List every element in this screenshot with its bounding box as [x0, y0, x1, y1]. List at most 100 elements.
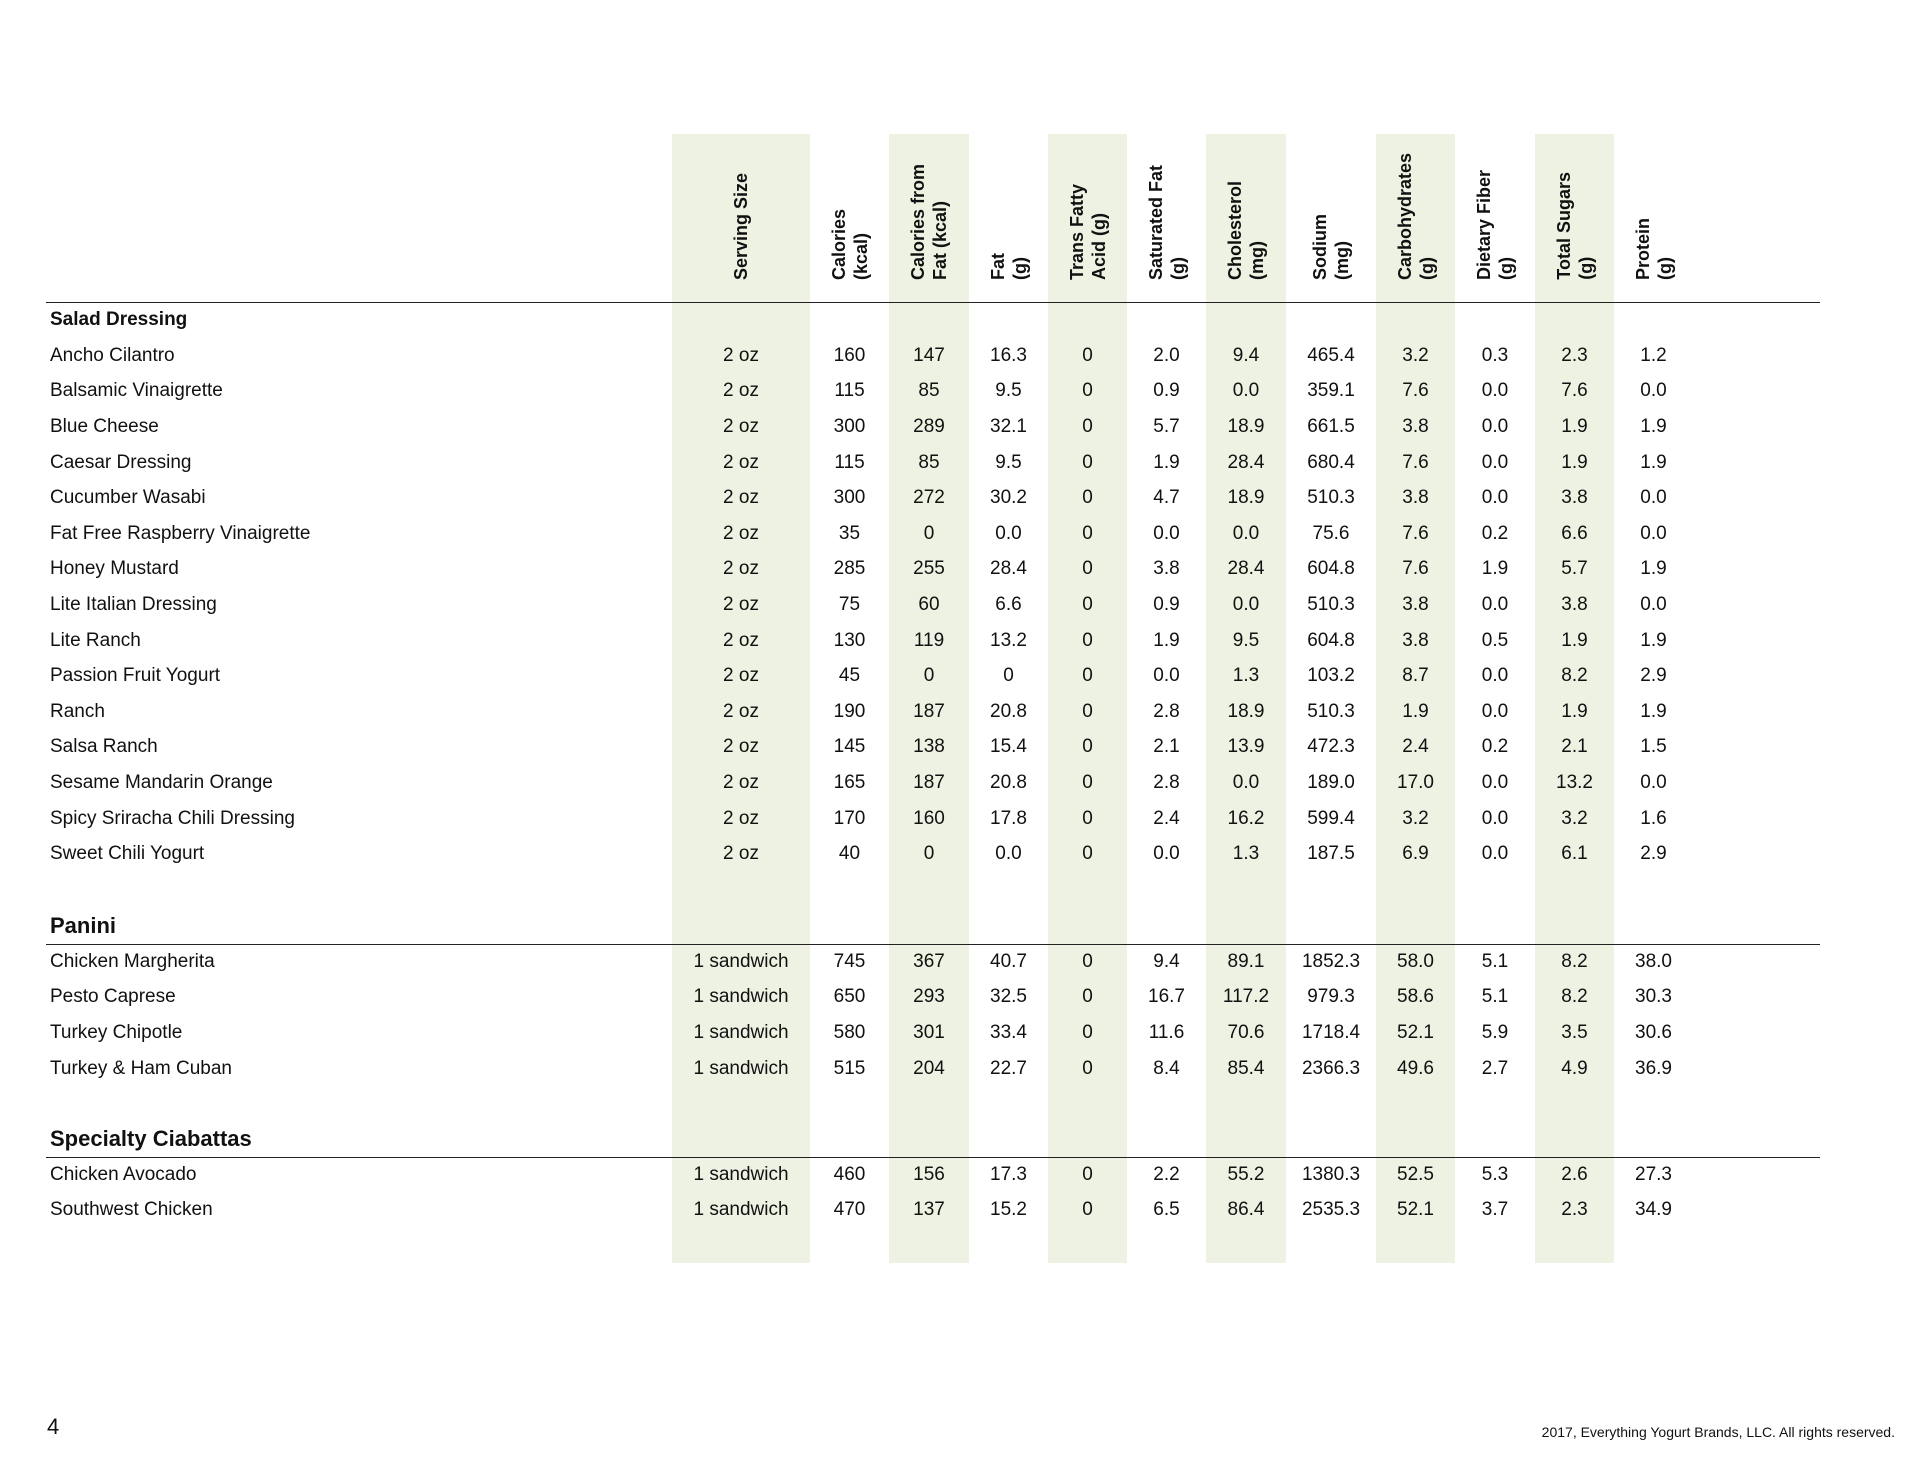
cell-value: 0.0 — [1481, 487, 1509, 509]
item-name: Pesto Caprese — [50, 986, 176, 1008]
cell-value: 0 — [1082, 593, 1093, 615]
cell-value: 1.9 — [1561, 451, 1588, 473]
column-header-label: Calories (kcal) — [828, 208, 871, 280]
cell-value: 86.4 — [1227, 1199, 1265, 1221]
cell-value: 1.9 — [1640, 700, 1667, 722]
cell-value: 0.0 — [1481, 665, 1509, 687]
cell-value: 2.4 — [1153, 807, 1180, 829]
item-name: Chicken Avocado — [50, 1163, 197, 1185]
cell-value: 1.9 — [1640, 558, 1667, 580]
table-row: Lite Italian Dressing 2 oz 75 60 6.6 0 0.9 0.0 5… — [46, 587, 1820, 623]
table-row: Sesame Mandarin Orange 2 oz 165 187 20.8 0 2.8… — [46, 765, 1820, 801]
cell-value: 604.8 — [1307, 629, 1355, 651]
cell-value: 510.3 — [1307, 700, 1355, 722]
cell-value: 17.0 — [1397, 771, 1434, 793]
cell-value: 0.0 — [1232, 380, 1260, 402]
cell-value: 1.9 — [1561, 415, 1588, 437]
cell-value: 255 — [913, 558, 945, 580]
cell-value: 0 — [1082, 700, 1093, 722]
cell-value: 0 — [1082, 415, 1093, 437]
table-row: Blue Cheese 2 oz 300 289 32.1 0 5.7 18.9 661.5 3.… — [46, 409, 1820, 445]
cell-value: 745 — [833, 950, 866, 972]
cell-value: 2 oz — [723, 593, 759, 615]
cell-value: 7.6 — [1402, 522, 1429, 544]
item-name: Passion Fruit Yogurt — [50, 665, 221, 687]
cell-value: 1.9 — [1153, 451, 1180, 473]
cell-value: 580 — [833, 1021, 866, 1043]
item-name: Cucumber Wasabi — [50, 487, 206, 509]
cell-value: 187 — [913, 700, 945, 722]
table-row: Chicken Avocado 1 sandwich 460 156 17.3 0 2.2 5… — [46, 1157, 1820, 1193]
cell-value: 58.6 — [1397, 986, 1434, 1008]
cell-value: 0.0 — [995, 843, 1022, 865]
cell-value: 604.8 — [1307, 558, 1355, 580]
cell-value: 0 — [1082, 1021, 1093, 1043]
cell-value: 2.8 — [1153, 700, 1180, 722]
cell-value: 103.2 — [1307, 665, 1355, 687]
cell-value: 300 — [833, 415, 866, 437]
cell-value: 2.3 — [1561, 344, 1588, 366]
cell-value: 0.0 — [1640, 593, 1667, 615]
section-rows: Chicken Avocado 1 sandwich 460 156 17.3 0 2.2 5… — [46, 1157, 1820, 1228]
cell-value: 2.0 — [1153, 344, 1180, 366]
cell-value: 89.1 — [1227, 950, 1265, 972]
cell-value: 0 — [1082, 487, 1093, 509]
cell-value: 0.2 — [1481, 522, 1509, 544]
cell-value: 16.3 — [990, 344, 1027, 366]
cell-value: 2 oz — [723, 558, 759, 580]
column-header-label: Total Sugars (g) — [1553, 172, 1596, 280]
cell-value: 0.2 — [1481, 736, 1509, 758]
cell-value: 979.3 — [1307, 986, 1355, 1008]
column-header: Cholesterol (mg) — [1206, 134, 1286, 302]
table-row: Pesto Caprese 1 sandwich 650 293 32.5 0 16.7 11… — [46, 980, 1820, 1016]
cell-value: 30.2 — [990, 487, 1027, 509]
table-row: Passion Fruit Yogurt 2 oz 45 0 0 0 0.0 1.3 103.2… — [46, 658, 1820, 694]
cell-value: 2.9 — [1640, 843, 1667, 865]
cell-value: 470 — [833, 1199, 866, 1221]
cell-value: 6.6 — [1561, 522, 1588, 544]
column-headers: Serving Size Calories (kcal) Calories from… — [672, 134, 1693, 302]
cell-value: 1380.3 — [1301, 1163, 1361, 1185]
column-header: Trans Fatty Acid (g) — [1048, 134, 1127, 302]
column-header: Dietary Fiber (g) — [1455, 134, 1535, 302]
cell-value: 3.2 — [1561, 807, 1588, 829]
cell-value: 472.3 — [1307, 736, 1355, 758]
cell-value: 6.5 — [1153, 1199, 1180, 1221]
column-header: Saturated Fat (g) — [1127, 134, 1206, 302]
cell-value: 367 — [913, 950, 945, 972]
cell-value: 2 oz — [723, 522, 759, 544]
cell-value: 49.6 — [1397, 1057, 1434, 1079]
cell-value: 599.4 — [1307, 807, 1355, 829]
column-band — [672, 134, 810, 1263]
cell-value: 3.8 — [1402, 415, 1429, 437]
cell-value: 85 — [918, 380, 940, 402]
column-band — [1206, 134, 1286, 1263]
cell-value: 0 — [1082, 950, 1093, 972]
column-header: Total Sugars (g) — [1535, 134, 1614, 302]
cell-value: 0 — [923, 665, 935, 687]
cell-value: 0.0 — [1481, 771, 1509, 793]
cell-value: 0.0 — [995, 522, 1022, 544]
cell-value: 130 — [833, 629, 866, 651]
item-name: Turkey Chipotle — [50, 1021, 183, 1043]
cell-value: 2 oz — [723, 415, 759, 437]
cell-value: 2 oz — [723, 487, 759, 509]
cell-value: 85 — [918, 451, 940, 473]
cell-value: 7.6 — [1561, 380, 1588, 402]
table-row: Turkey & Ham Cuban 1 sandwich 515 204 22.7 0 8… — [46, 1051, 1820, 1087]
item-name: Honey Mustard — [50, 558, 179, 580]
cell-value: 0 — [1082, 344, 1093, 366]
cell-value: 15.2 — [990, 1199, 1027, 1221]
column-header-label: Cholesterol (mg) — [1225, 180, 1267, 280]
cell-value: 6.6 — [995, 593, 1022, 615]
copyright-notice: 2017, Everything Yogurt Brands, LLC. All… — [1541, 1424, 1895, 1440]
cell-value: 8.7 — [1402, 665, 1429, 687]
cell-value: 2 oz — [723, 380, 759, 402]
cell-value: 8.2 — [1561, 665, 1588, 687]
cell-value: 1.9 — [1561, 629, 1588, 651]
section-heading: Salad Dressing — [50, 309, 188, 330]
cell-value: 2 oz — [723, 344, 759, 366]
cell-value: 1 sandwich — [693, 950, 789, 972]
cell-value: 3.7 — [1481, 1199, 1509, 1221]
cell-value: 30.6 — [1635, 1021, 1672, 1043]
